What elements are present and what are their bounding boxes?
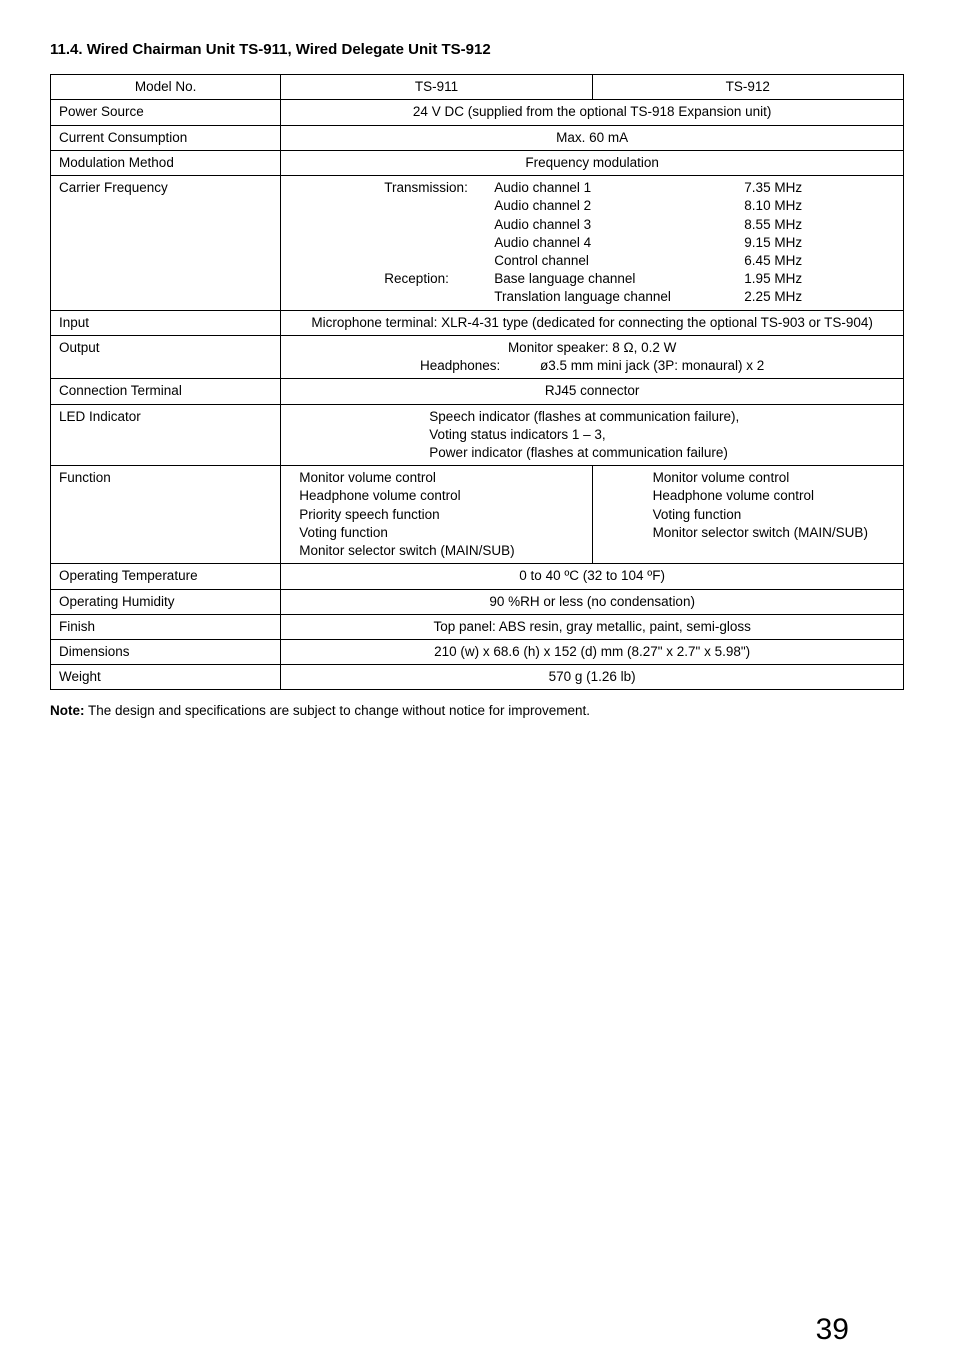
table-row: Output Monitor speaker: 8 Ω, 0.2 W Headp… bbox=[51, 335, 904, 378]
table-row: Current Consumption Max. 60 mA bbox=[51, 125, 904, 150]
table-row: Weight 570 g (1.26 lb) bbox=[51, 665, 904, 690]
row-label: Input bbox=[51, 310, 281, 335]
table-row: Modulation Method Frequency modulation bbox=[51, 150, 904, 175]
spec-table: Model No. TS-911 TS-912 Power Source 24 … bbox=[50, 74, 904, 690]
table-row: Power Source 24 V DC (supplied from the … bbox=[51, 100, 904, 125]
table-row: Carrier Frequency Transmission:Audio cha… bbox=[51, 176, 904, 311]
row-value: Max. 60 mA bbox=[281, 125, 904, 150]
page-number: 39 bbox=[816, 1310, 849, 1351]
row-label: Weight bbox=[51, 665, 281, 690]
row-label: Current Consumption bbox=[51, 125, 281, 150]
row-label: Modulation Method bbox=[51, 150, 281, 175]
row-value: Microphone terminal: XLR-4-31 type (dedi… bbox=[281, 310, 904, 335]
row-label: Output bbox=[51, 335, 281, 378]
table-row: Operating Temperature 0 to 40 ºC (32 to … bbox=[51, 564, 904, 589]
row-label: Finish bbox=[51, 614, 281, 639]
note-label: Note: bbox=[50, 703, 85, 718]
table-row: Model No. TS-911 TS-912 bbox=[51, 75, 904, 100]
header-model-no: Model No. bbox=[51, 75, 281, 100]
note-line: Note: The design and specifications are … bbox=[50, 702, 904, 720]
row-value: Top panel: ABS resin, gray metallic, pai… bbox=[281, 614, 904, 639]
table-row: Function Monitor volume control Headphon… bbox=[51, 466, 904, 564]
row-label: Operating Temperature bbox=[51, 564, 281, 589]
section-title: 11.4. Wired Chairman Unit TS-911, Wired … bbox=[50, 40, 904, 60]
row-value: 90 %RH or less (no condensation) bbox=[281, 589, 904, 614]
function-ts912: Monitor volume control Headphone volume … bbox=[592, 466, 903, 564]
row-label: Dimensions bbox=[51, 639, 281, 664]
header-ts911: TS-911 bbox=[281, 75, 592, 100]
carrier-frequency-block: Transmission:Audio channel 17.35 MHz Aud… bbox=[281, 176, 904, 311]
table-row: LED Indicator Speech indicator (flashes … bbox=[51, 404, 904, 466]
led-indicator-block: Speech indicator (flashes at communicati… bbox=[281, 404, 904, 466]
row-value: 0 to 40 ºC (32 to 104 ºF) bbox=[281, 564, 904, 589]
row-label: Power Source bbox=[51, 100, 281, 125]
row-label: Connection Terminal bbox=[51, 379, 281, 404]
table-row: Connection Terminal RJ45 connector bbox=[51, 379, 904, 404]
row-label: LED Indicator bbox=[51, 404, 281, 466]
row-value: 24 V DC (supplied from the optional TS-9… bbox=[281, 100, 904, 125]
function-ts911: Monitor volume control Headphone volume … bbox=[281, 466, 592, 564]
row-value: 570 g (1.26 lb) bbox=[281, 665, 904, 690]
note-text: The design and specifications are subjec… bbox=[85, 703, 591, 718]
header-ts912: TS-912 bbox=[592, 75, 903, 100]
table-row: Dimensions 210 (w) x 68.6 (h) x 152 (d) … bbox=[51, 639, 904, 664]
row-label: Carrier Frequency bbox=[51, 176, 281, 311]
output-block: Monitor speaker: 8 Ω, 0.2 W Headphones:ø… bbox=[281, 335, 904, 378]
row-value: RJ45 connector bbox=[281, 379, 904, 404]
table-row: Input Microphone terminal: XLR-4-31 type… bbox=[51, 310, 904, 335]
table-row: Finish Top panel: ABS resin, gray metall… bbox=[51, 614, 904, 639]
row-label: Function bbox=[51, 466, 281, 564]
row-value: 210 (w) x 68.6 (h) x 152 (d) mm (8.27" x… bbox=[281, 639, 904, 664]
row-value: Frequency modulation bbox=[281, 150, 904, 175]
table-row: Operating Humidity 90 %RH or less (no co… bbox=[51, 589, 904, 614]
row-label: Operating Humidity bbox=[51, 589, 281, 614]
